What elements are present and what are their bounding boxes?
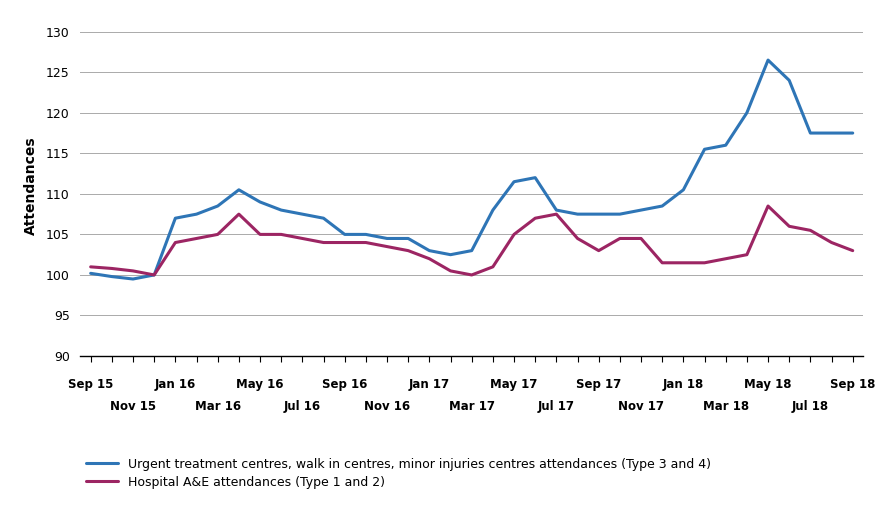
Hospital A&E attendances (Type 1 and 2) [466,272,477,278]
Urgent treatment centres, walk in centres, minor injuries centres attendances (Type 3 and 4) [107,273,117,280]
Text: Nov 15: Nov 15 [110,400,156,413]
Hospital A&E attendances (Type 1 and 2) [85,264,96,270]
Text: Jul 17: Jul 17 [538,400,575,413]
Urgent treatment centres, walk in centres, minor injuries centres attendances (Type 3 and 4) [509,179,520,185]
Urgent treatment centres, walk in centres, minor injuries centres attendances (Type 3 and 4) [319,215,329,221]
Hospital A&E attendances (Type 1 and 2) [551,211,562,217]
Text: Sep 16: Sep 16 [322,378,368,391]
Hospital A&E attendances (Type 1 and 2) [678,260,689,266]
Urgent treatment centres, walk in centres, minor injuries centres attendances (Type 3 and 4) [191,211,202,217]
Urgent treatment centres, walk in centres, minor injuries centres attendances (Type 3 and 4) [614,211,625,217]
Line: Hospital A&E attendances (Type 1 and 2): Hospital A&E attendances (Type 1 and 2) [91,206,853,275]
Urgent treatment centres, walk in centres, minor injuries centres attendances (Type 3 and 4) [700,146,710,152]
Urgent treatment centres, walk in centres, minor injuries centres attendances (Type 3 and 4) [339,231,350,237]
Text: Mar 16: Mar 16 [195,400,241,413]
Y-axis label: Attendances: Attendances [23,136,37,235]
Hospital A&E attendances (Type 1 and 2) [784,223,795,230]
Urgent treatment centres, walk in centres, minor injuries centres attendances (Type 3 and 4) [255,199,265,205]
Hospital A&E attendances (Type 1 and 2) [107,265,117,271]
Hospital A&E attendances (Type 1 and 2) [805,227,816,233]
Urgent treatment centres, walk in centres, minor injuries centres attendances (Type 3 and 4) [741,110,752,116]
Hospital A&E attendances (Type 1 and 2) [445,268,456,274]
Hospital A&E attendances (Type 1 and 2) [319,239,329,246]
Urgent treatment centres, walk in centres, minor injuries centres attendances (Type 3 and 4) [360,231,371,237]
Hospital A&E attendances (Type 1 and 2) [720,255,731,262]
Hospital A&E attendances (Type 1 and 2) [149,272,159,278]
Line: Urgent treatment centres, walk in centres, minor injuries centres attendances (Type 3 and 4): Urgent treatment centres, walk in centre… [91,60,853,279]
Hospital A&E attendances (Type 1 and 2) [572,235,583,241]
Hospital A&E attendances (Type 1 and 2) [657,260,668,266]
Hospital A&E attendances (Type 1 and 2) [488,264,498,270]
Urgent treatment centres, walk in centres, minor injuries centres attendances (Type 3 and 4) [763,57,773,63]
Urgent treatment centres, walk in centres, minor injuries centres attendances (Type 3 and 4) [551,207,562,213]
Urgent treatment centres, walk in centres, minor injuries centres attendances (Type 3 and 4) [784,77,795,84]
Legend: Urgent treatment centres, walk in centres, minor injuries centres attendances (T: Urgent treatment centres, walk in centre… [86,458,710,489]
Hospital A&E attendances (Type 1 and 2) [382,244,392,250]
Text: Sep 15: Sep 15 [68,378,113,391]
Hospital A&E attendances (Type 1 and 2) [297,235,308,241]
Text: Sep 18: Sep 18 [830,378,876,391]
Hospital A&E attendances (Type 1 and 2) [847,248,858,254]
Text: Sep 17: Sep 17 [576,378,621,391]
Urgent treatment centres, walk in centres, minor injuries centres attendances (Type 3 and 4) [805,130,816,136]
Urgent treatment centres, walk in centres, minor injuries centres attendances (Type 3 and 4) [445,252,456,258]
Text: Mar 17: Mar 17 [449,400,495,413]
Urgent treatment centres, walk in centres, minor injuries centres attendances (Type 3 and 4) [657,203,668,209]
Hospital A&E attendances (Type 1 and 2) [530,215,540,221]
Urgent treatment centres, walk in centres, minor injuries centres attendances (Type 3 and 4) [594,211,604,217]
Urgent treatment centres, walk in centres, minor injuries centres attendances (Type 3 and 4) [424,248,434,254]
Text: May 16: May 16 [236,378,284,391]
Hospital A&E attendances (Type 1 and 2) [360,239,371,246]
Text: Jan 18: Jan 18 [663,378,704,391]
Urgent treatment centres, walk in centres, minor injuries centres attendances (Type 3 and 4) [213,203,223,209]
Urgent treatment centres, walk in centres, minor injuries centres attendances (Type 3 and 4) [678,187,689,193]
Urgent treatment centres, walk in centres, minor injuries centres attendances (Type 3 and 4) [276,207,287,213]
Hospital A&E attendances (Type 1 and 2) [741,252,752,258]
Text: May 17: May 17 [490,378,538,391]
Hospital A&E attendances (Type 1 and 2) [424,255,434,262]
Urgent treatment centres, walk in centres, minor injuries centres attendances (Type 3 and 4) [530,174,540,181]
Text: Jul 16: Jul 16 [284,400,321,413]
Text: Nov 17: Nov 17 [618,400,664,413]
Hospital A&E attendances (Type 1 and 2) [403,248,414,254]
Text: Jul 18: Jul 18 [792,400,829,413]
Urgent treatment centres, walk in centres, minor injuries centres attendances (Type 3 and 4) [170,215,181,221]
Urgent treatment centres, walk in centres, minor injuries centres attendances (Type 3 and 4) [85,270,96,277]
Urgent treatment centres, walk in centres, minor injuries centres attendances (Type 3 and 4) [635,207,646,213]
Urgent treatment centres, walk in centres, minor injuries centres attendances (Type 3 and 4) [382,235,392,241]
Urgent treatment centres, walk in centres, minor injuries centres attendances (Type 3 and 4) [847,130,858,136]
Hospital A&E attendances (Type 1 and 2) [339,239,350,246]
Text: Jan 16: Jan 16 [155,378,196,391]
Urgent treatment centres, walk in centres, minor injuries centres attendances (Type 3 and 4) [572,211,583,217]
Urgent treatment centres, walk in centres, minor injuries centres attendances (Type 3 and 4) [149,272,159,278]
Hospital A&E attendances (Type 1 and 2) [635,235,646,241]
Hospital A&E attendances (Type 1 and 2) [213,231,223,237]
Hospital A&E attendances (Type 1 and 2) [509,231,520,237]
Urgent treatment centres, walk in centres, minor injuries centres attendances (Type 3 and 4) [720,142,731,148]
Text: May 18: May 18 [744,378,792,391]
Hospital A&E attendances (Type 1 and 2) [614,235,625,241]
Text: Jan 17: Jan 17 [409,378,450,391]
Urgent treatment centres, walk in centres, minor injuries centres attendances (Type 3 and 4) [297,211,308,217]
Text: Nov 16: Nov 16 [364,400,410,413]
Hospital A&E attendances (Type 1 and 2) [170,239,181,246]
Hospital A&E attendances (Type 1 and 2) [826,239,837,246]
Hospital A&E attendances (Type 1 and 2) [763,203,773,209]
Urgent treatment centres, walk in centres, minor injuries centres attendances (Type 3 and 4) [233,187,244,193]
Urgent treatment centres, walk in centres, minor injuries centres attendances (Type 3 and 4) [403,235,414,241]
Hospital A&E attendances (Type 1 and 2) [127,268,138,274]
Urgent treatment centres, walk in centres, minor injuries centres attendances (Type 3 and 4) [127,276,138,282]
Urgent treatment centres, walk in centres, minor injuries centres attendances (Type 3 and 4) [466,248,477,254]
Hospital A&E attendances (Type 1 and 2) [700,260,710,266]
Hospital A&E attendances (Type 1 and 2) [255,231,265,237]
Urgent treatment centres, walk in centres, minor injuries centres attendances (Type 3 and 4) [826,130,837,136]
Hospital A&E attendances (Type 1 and 2) [594,248,604,254]
Text: Mar 18: Mar 18 [702,400,748,413]
Hospital A&E attendances (Type 1 and 2) [233,211,244,217]
Urgent treatment centres, walk in centres, minor injuries centres attendances (Type 3 and 4) [488,207,498,213]
Hospital A&E attendances (Type 1 and 2) [276,231,287,237]
Hospital A&E attendances (Type 1 and 2) [191,235,202,241]
